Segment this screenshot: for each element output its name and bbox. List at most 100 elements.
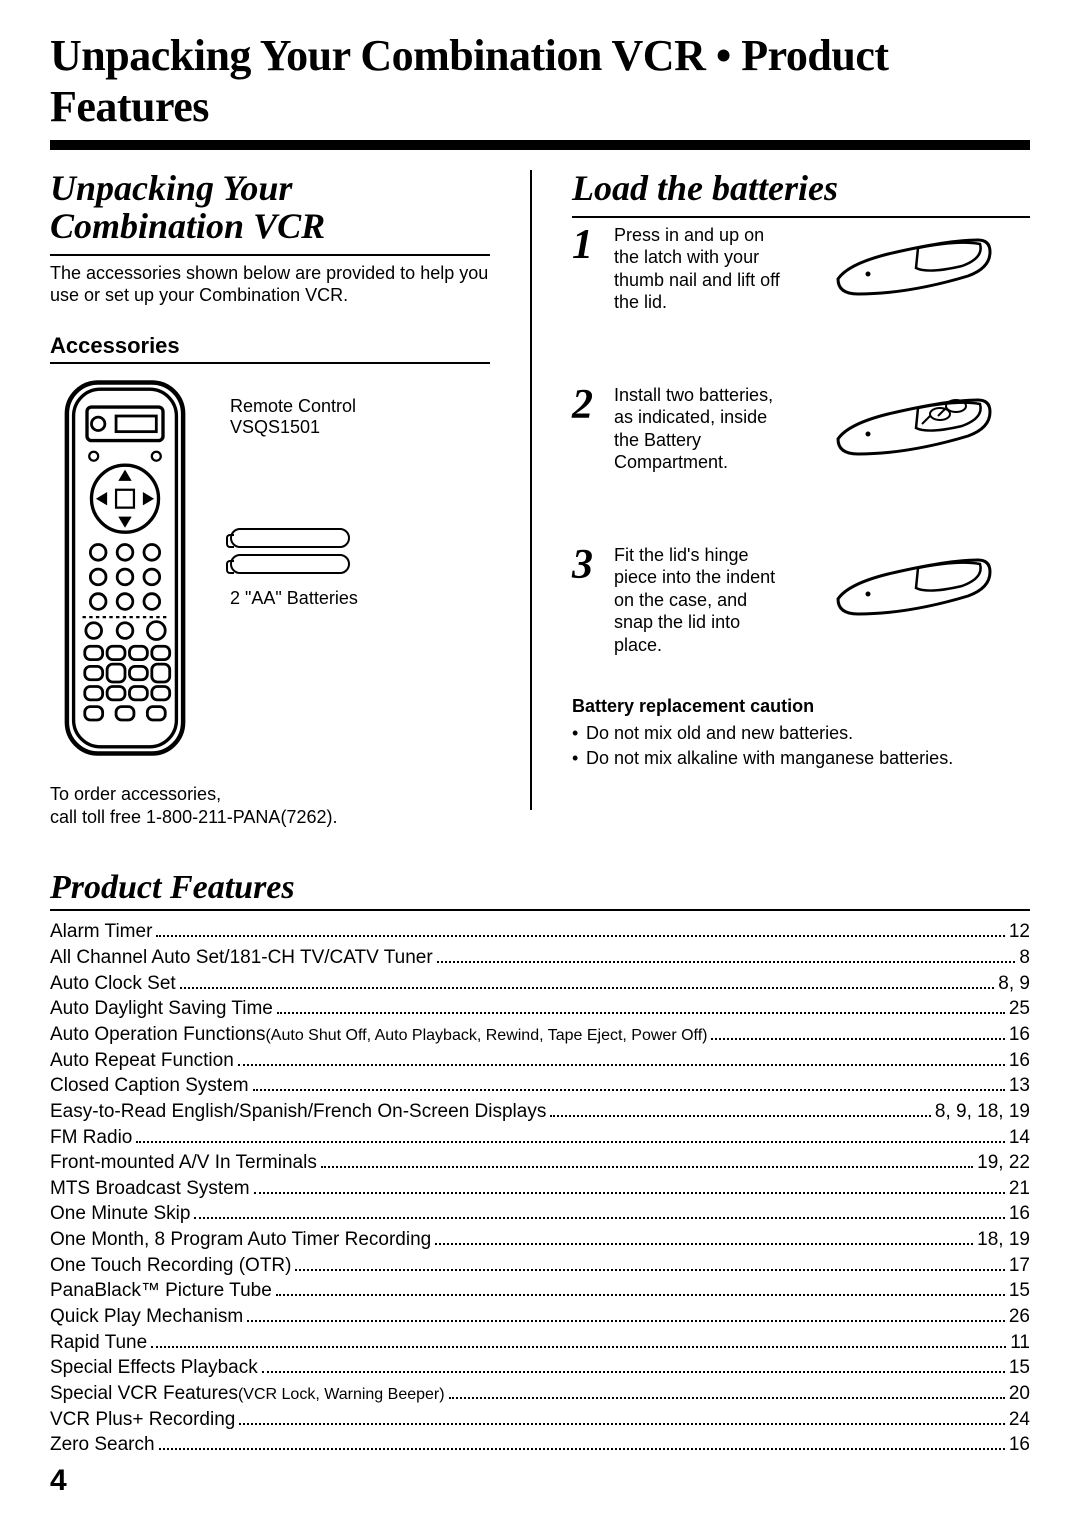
feature-page: 8, 9	[998, 971, 1030, 997]
feature-row: Special VCR Features (VCR Lock, Warning …	[50, 1381, 1030, 1407]
leader-dots	[159, 1435, 1005, 1450]
caution-heading: Battery replacement caution	[572, 696, 1030, 717]
order-accessories-text: To order accessories, call toll free 1-8…	[50, 783, 490, 830]
leader-dots	[151, 1332, 1006, 1347]
feature-row: Auto Operation Functions (Auto Shut Off,…	[50, 1022, 1030, 1048]
feature-row: One Month, 8 Program Auto Timer Recordin…	[50, 1227, 1030, 1253]
step-text: Fit the lid's hinge piece into the inden…	[614, 544, 784, 657]
unpacking-heading: Unpacking Your Combination VCR	[50, 170, 490, 246]
feature-label: Closed Caption System	[50, 1073, 249, 1099]
feature-label: One Month, 8 Program Auto Timer Recordin…	[50, 1227, 431, 1253]
step-number: 3	[572, 544, 602, 586]
feature-label: Zero Search	[50, 1432, 155, 1458]
feature-page: 17	[1009, 1253, 1030, 1279]
caution-item: Do not mix alkaline with manganese batte…	[586, 746, 1030, 770]
feature-page: 15	[1009, 1278, 1030, 1304]
feature-label: FM Radio	[50, 1125, 132, 1151]
leader-dots	[276, 1281, 1005, 1296]
feature-page: 19, 22	[977, 1150, 1030, 1176]
batteries-heading: Load the batteries	[572, 170, 1030, 208]
caution-item: Do not mix old and new batteries.	[586, 721, 1030, 745]
leader-dots	[194, 1204, 1004, 1219]
feature-page: 8	[1019, 945, 1030, 971]
feature-row: Special Effects Playback 15	[50, 1355, 1030, 1381]
page-title: Unpacking Your Combination VCR • Product…	[50, 30, 1030, 140]
feature-page: 14	[1009, 1125, 1030, 1151]
feature-label: Easy-to-Read English/Spanish/French On-S…	[50, 1099, 546, 1125]
feature-label: Rapid Tune	[50, 1330, 147, 1356]
battery-steps: 1 Press in and up on the latch with your …	[572, 224, 1030, 657]
feature-row: All Channel Auto Set/181-CH TV/CATV Tune…	[50, 945, 1030, 971]
remote-label: Remote Control VSQS1501	[230, 396, 490, 438]
feature-page: 15	[1009, 1355, 1030, 1381]
leader-dots	[247, 1307, 1005, 1322]
feature-row: PanaBlack™ Picture Tube 15	[50, 1278, 1030, 1304]
right-column: Load the batteries 1 Press in and up on t…	[572, 170, 1030, 829]
battery-step: 3 Fit the lid's hinge piece into the inde…	[572, 544, 1030, 657]
leader-dots	[277, 999, 1005, 1014]
feature-label: Auto Repeat Function	[50, 1048, 234, 1074]
feature-label: Auto Daylight Saving Time	[50, 996, 273, 1022]
feature-page: 8, 9, 18, 19	[935, 1099, 1030, 1125]
feature-label: MTS Broadcast System	[50, 1176, 250, 1202]
batteries-illustration	[230, 528, 490, 574]
feature-page: 16	[1009, 1201, 1030, 1227]
feature-row: Rapid Tune11	[50, 1330, 1030, 1356]
leader-dots	[254, 1179, 1005, 1194]
step-text: Press in and up on the latch with your t…	[614, 224, 784, 314]
leader-dots	[711, 1025, 1004, 1040]
battery-step: 1 Press in and up on the latch with your …	[572, 224, 1030, 314]
leader-dots	[295, 1256, 1004, 1271]
leader-dots	[253, 1076, 1005, 1091]
feature-row: MTS Broadcast System21	[50, 1176, 1030, 1202]
step-illustration	[796, 384, 1030, 464]
feature-label: Alarm Timer	[50, 919, 152, 945]
leader-dots	[238, 1050, 1005, 1065]
feature-label: Special Effects Playback	[50, 1355, 258, 1381]
unpacking-intro: The accessories shown below are provided…	[50, 262, 490, 307]
two-column-layout: Unpacking Your Combination VCR The acces…	[50, 170, 1030, 829]
leader-dots	[239, 1409, 1005, 1424]
feature-page: 13	[1009, 1073, 1030, 1099]
feature-row: One Touch Recording (OTR) 17	[50, 1253, 1030, 1279]
feature-label: Special VCR Features	[50, 1381, 238, 1407]
feature-label: PanaBlack™ Picture Tube	[50, 1278, 272, 1304]
remote-label-line1: Remote Control	[230, 396, 490, 417]
feature-row: VCR Plus+ Recording 24	[50, 1407, 1030, 1433]
left-column: Unpacking Your Combination VCR The acces…	[50, 170, 490, 829]
feature-row: Auto Clock Set8, 9	[50, 971, 1030, 997]
feature-page: 12	[1009, 919, 1030, 945]
feature-page: 25	[1009, 996, 1030, 1022]
feature-page: 16	[1009, 1432, 1030, 1458]
remote-control-illustration	[50, 378, 200, 763]
feature-row: Quick Play Mechanism26	[50, 1304, 1030, 1330]
caution-list: Do not mix old and new batteries.Do not …	[572, 721, 1030, 770]
feature-row: Zero Search 16	[50, 1432, 1030, 1458]
leader-dots	[449, 1384, 1005, 1399]
feature-page: 20	[1009, 1381, 1030, 1407]
step-illustration	[796, 544, 1030, 624]
feature-label: VCR Plus+ Recording	[50, 1407, 235, 1433]
feature-page: 26	[1009, 1304, 1030, 1330]
leader-dots	[180, 973, 995, 988]
batteries-label: 2 "AA" Batteries	[230, 588, 490, 609]
step-text: Install two batteries, as indicated, ins…	[614, 384, 784, 474]
order-line2: call toll free 1-800-211-PANA(7262).	[50, 806, 490, 829]
feature-row: Auto Repeat Function16	[50, 1048, 1030, 1074]
feature-row: Closed Caption System 13	[50, 1073, 1030, 1099]
feature-row: Alarm Timer 12	[50, 919, 1030, 945]
feature-page: 18, 19	[977, 1227, 1030, 1253]
feature-label: One Touch Recording (OTR)	[50, 1253, 291, 1279]
accessories-subhead: Accessories	[50, 333, 490, 364]
product-features-section: Product Features Alarm Timer 12All Channe…	[50, 869, 1030, 1457]
battery-step: 2Install two batteries, as indicated, in…	[572, 384, 1030, 474]
feature-row: One Minute Skip16	[50, 1201, 1030, 1227]
step-number: 1	[572, 224, 602, 266]
feature-note: (Auto Shut Off, Auto Playback, Rewind, T…	[265, 1025, 707, 1047]
feature-page: 16	[1009, 1022, 1030, 1048]
leader-dots	[136, 1127, 1005, 1142]
leader-dots	[437, 948, 1016, 963]
feature-row: FM Radio 14	[50, 1125, 1030, 1151]
features-heading: Product Features	[50, 869, 1030, 911]
feature-page: 24	[1009, 1407, 1030, 1433]
